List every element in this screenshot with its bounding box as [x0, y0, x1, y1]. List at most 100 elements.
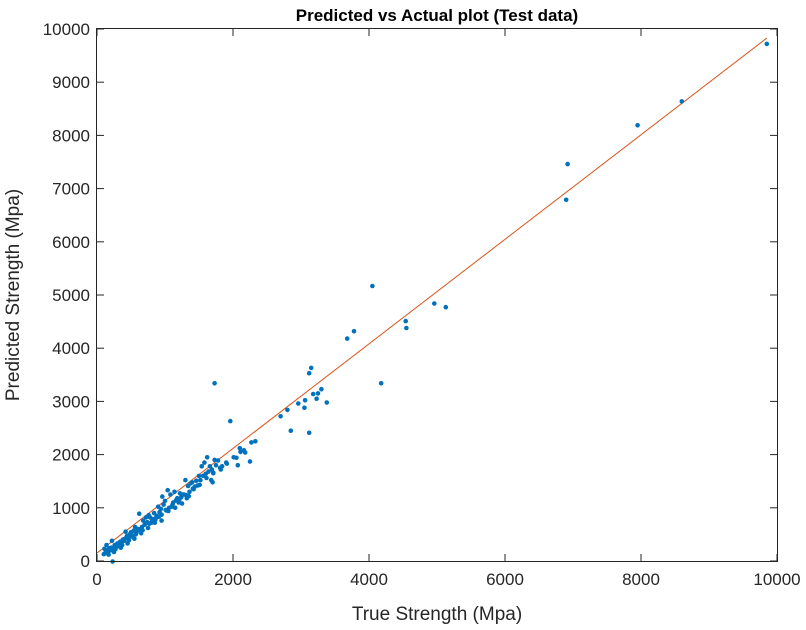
data-point	[143, 515, 149, 520]
data-point	[198, 477, 203, 483]
data-point	[149, 518, 155, 524]
x-tick-label: 8000	[622, 570, 660, 589]
plot-frame	[96, 28, 778, 562]
data-point	[679, 99, 685, 104]
data-point	[122, 536, 128, 541]
data-point	[156, 514, 162, 520]
data-point	[443, 304, 449, 310]
data-point	[208, 477, 214, 483]
data-point	[285, 407, 290, 413]
data-point	[109, 538, 115, 544]
data-point	[302, 398, 308, 403]
data-point	[563, 197, 569, 203]
data-point	[183, 492, 189, 498]
data-point	[224, 461, 230, 466]
data-point	[172, 505, 178, 511]
y-tick-label: 4000	[52, 339, 90, 358]
data-point	[202, 460, 207, 465]
data-point	[344, 336, 350, 341]
data-point	[170, 502, 175, 507]
data-point	[106, 552, 111, 557]
data-point	[196, 473, 202, 479]
y-tick-label: 8000	[52, 126, 90, 145]
data-point	[159, 518, 164, 523]
data-point	[314, 396, 319, 402]
data-point	[190, 486, 196, 491]
x-tick-label: 4000	[350, 570, 388, 589]
data-point	[764, 41, 770, 47]
data-point	[404, 325, 409, 331]
data-point	[204, 475, 209, 481]
data-point	[126, 538, 132, 543]
data-points	[101, 41, 770, 564]
data-point	[204, 455, 210, 460]
y-tick-label: 3000	[52, 392, 90, 411]
data-point	[635, 123, 640, 128]
data-point	[136, 527, 141, 533]
y-axis: 0 1000 2000 3000 4000 5000 6000 7000 8000 9000 100…	[43, 20, 777, 571]
data-point	[113, 547, 118, 552]
data-point	[133, 532, 139, 537]
data-point	[143, 521, 148, 527]
data-point	[112, 542, 117, 548]
data-point	[163, 507, 168, 513]
y-tick-label: 7000	[52, 180, 90, 199]
data-point	[288, 428, 294, 434]
data-point	[310, 391, 316, 397]
data-point	[172, 489, 177, 495]
data-point	[315, 391, 321, 396]
data-point	[351, 328, 357, 334]
data-point	[565, 161, 570, 167]
chart-title: Predicted vs Actual plot (Test data)	[296, 6, 578, 25]
data-point	[162, 498, 168, 504]
data-point	[187, 489, 192, 495]
data-point	[197, 482, 202, 488]
data-point	[200, 473, 206, 479]
data-point	[101, 551, 107, 557]
data-point	[104, 542, 109, 548]
y-tick-label: 6000	[52, 233, 90, 252]
data-point	[160, 494, 165, 499]
x-tick-label: 2000	[214, 570, 252, 589]
data-point	[161, 502, 166, 507]
x-tick-label: 0	[92, 570, 101, 589]
data-point	[119, 542, 125, 548]
data-point	[403, 318, 409, 324]
data-point	[151, 510, 157, 516]
data-point	[238, 449, 243, 455]
data-point	[296, 401, 301, 406]
x-tick-label: 10000	[753, 570, 800, 589]
data-point	[145, 525, 151, 531]
data-point	[183, 477, 188, 483]
y-tick-label: 1000	[52, 499, 90, 518]
data-point	[211, 470, 216, 476]
data-point	[207, 464, 213, 469]
y-tick-label: 10000	[43, 20, 90, 39]
data-point	[378, 381, 384, 386]
data-point	[319, 386, 324, 392]
data-point	[102, 546, 107, 552]
data-point	[213, 462, 219, 468]
data-point	[212, 457, 217, 463]
data-point	[179, 501, 185, 506]
data-point	[168, 492, 173, 497]
data-point	[308, 365, 314, 371]
data-point	[155, 504, 161, 510]
data-point	[302, 405, 307, 411]
y-axis-label: Predicted Strength (Mpa)	[3, 189, 24, 401]
y-tick-label: 5000	[52, 286, 90, 305]
data-point	[235, 462, 241, 468]
data-point	[370, 283, 375, 289]
data-point	[237, 445, 243, 451]
data-point	[109, 545, 114, 550]
data-point	[165, 487, 170, 493]
x-axis-label: True Strength (Mpa)	[352, 604, 522, 625]
data-point	[129, 534, 134, 539]
data-point	[132, 524, 138, 530]
data-point	[231, 455, 236, 460]
data-point	[253, 439, 258, 444]
data-point	[432, 301, 437, 306]
data-point	[123, 529, 128, 534]
data-point	[249, 440, 254, 445]
